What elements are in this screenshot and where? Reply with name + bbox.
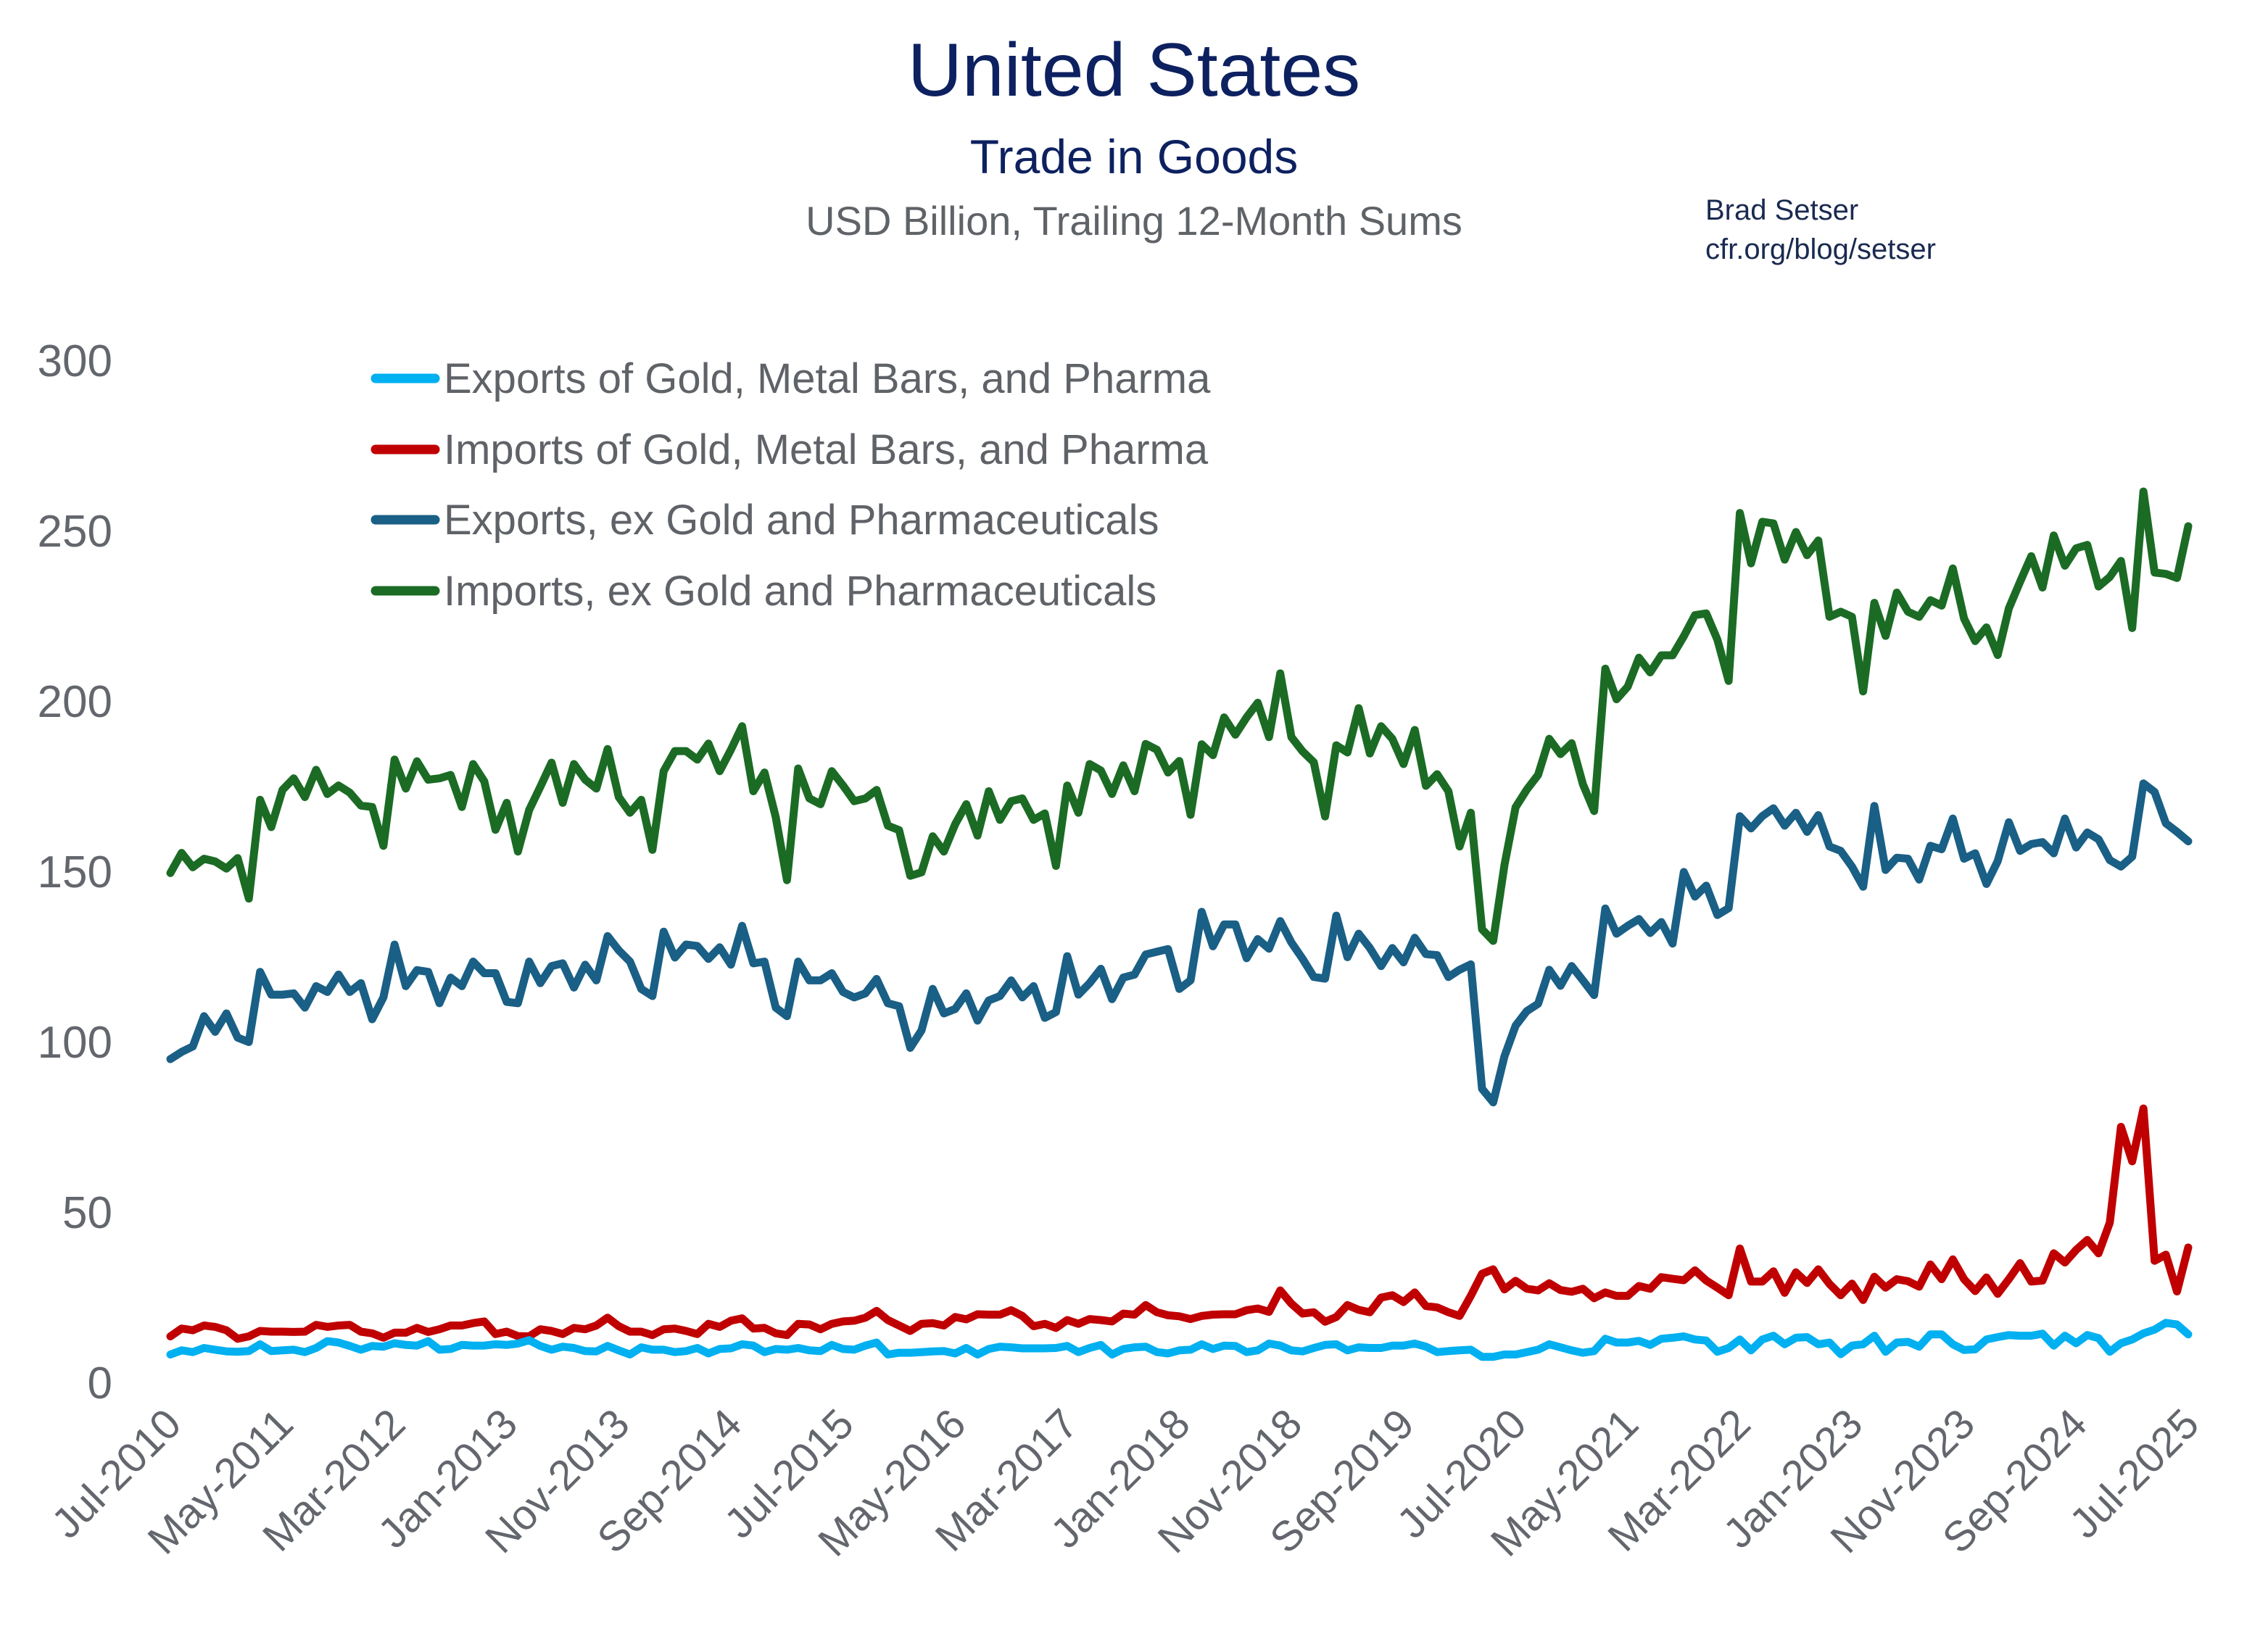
legend-item: Imports of Gold, Metal Bars, and Pharma: [371, 426, 1209, 473]
y-tick-label: 200: [38, 677, 112, 727]
y-tick-label: 250: [38, 507, 112, 557]
series-lines: [166, 487, 2193, 1361]
legend-label: Exports, ex Gold and Pharmaceuticals: [444, 497, 1159, 544]
chart-title: United States: [907, 28, 1361, 112]
chart-subtitle: Trade in Goods: [969, 130, 1299, 183]
author-credit: Brad Setser: [1705, 194, 1859, 226]
legend-item: Exports of Gold, Metal Bars, and Pharma: [371, 355, 1211, 402]
y-axis: 0 50 100 150 200 250 300: [38, 336, 112, 1409]
chart-units: USD Billion, Trailing 12-Month Sums: [806, 198, 1462, 244]
y-tick-label: 300: [38, 336, 112, 386]
y-tick-label: 150: [38, 847, 112, 897]
legend: Exports of Gold, Metal Bars, and Pharma I…: [371, 355, 1211, 615]
series-line-0: [166, 1319, 2193, 1361]
y-tick-label: 0: [88, 1358, 112, 1409]
series-line-2: [166, 779, 2193, 1107]
legend-item: Exports, ex Gold and Pharmaceuticals: [371, 497, 1159, 544]
x-axis: Jul-2010May-2011Mar-2012Jan-2013Nov-2013…: [43, 1400, 2208, 1565]
y-tick-label: 100: [38, 1018, 112, 1068]
legend-label: Imports of Gold, Metal Bars, and Pharma: [444, 426, 1209, 473]
legend-label: Exports of Gold, Metal Bars, and Pharma: [444, 355, 1211, 402]
series-line-1: [166, 1104, 2193, 1343]
y-tick-label: 50: [62, 1188, 112, 1238]
author-url: cfr.org/blog/setser: [1705, 233, 1936, 265]
series-line-3: [166, 487, 2193, 945]
legend-label: Imports, ex Gold and Pharmaceuticals: [444, 568, 1156, 615]
legend-item: Imports, ex Gold and Pharmaceuticals: [371, 568, 1156, 615]
